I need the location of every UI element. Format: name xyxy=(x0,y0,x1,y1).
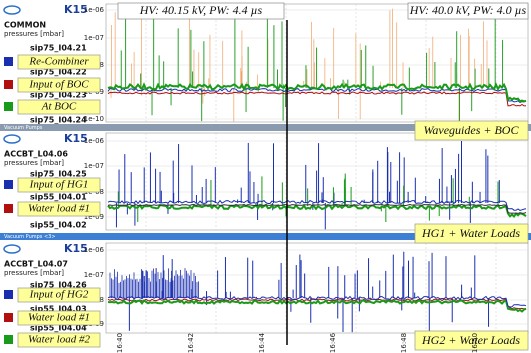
trace xyxy=(107,298,527,313)
info-box xyxy=(117,2,285,20)
note: Water load #2 xyxy=(28,334,90,346)
time-label: 16:42 xyxy=(187,333,195,353)
info: HV: 40.0 kV, PW: 4.0 µs xyxy=(409,3,527,17)
y-tick-label: 1e-07 xyxy=(84,271,104,279)
y-tick-label: 1e-07 xyxy=(84,34,104,42)
y-tick-label: 1e-10 xyxy=(84,115,104,123)
y-tick-label: 1e-07 xyxy=(84,162,104,170)
group-name: COMMON xyxy=(4,21,46,30)
logo: K15 xyxy=(64,132,88,145)
info: HV: 40.15 kV, PW: 4.4 µs xyxy=(139,3,263,17)
group-name: ACCBT_L04.07 xyxy=(4,260,68,269)
legend-swatch xyxy=(4,80,13,89)
channel-name: sip75_I04.21 xyxy=(30,44,87,53)
y-tick-label: 1e-06 xyxy=(84,246,105,254)
logo-mark xyxy=(3,244,21,254)
legend-swatch xyxy=(4,57,13,66)
logo-mark xyxy=(3,134,21,144)
caption: HG2 + Water Loads xyxy=(421,333,520,347)
y-tick-label: 1e-09 xyxy=(84,213,104,221)
trace xyxy=(107,82,527,103)
legend-swatch xyxy=(4,180,13,189)
channel-name: sip55_I04.02 xyxy=(30,221,87,230)
channel-name: sip75_I04.24 xyxy=(30,116,87,125)
note: Input of HG2 xyxy=(29,289,89,301)
unit-label: pressures [mbar] xyxy=(4,269,64,277)
section-label: Vacuum Pumps xyxy=(4,125,43,131)
time-label: 16:40 xyxy=(116,333,124,353)
group-name: ACCBT_L04.06 xyxy=(4,150,68,159)
note-box xyxy=(17,332,101,348)
trace xyxy=(107,295,527,308)
unit-label: pressures [mbar] xyxy=(4,30,64,38)
time-label: 16:44 xyxy=(258,332,266,353)
trace xyxy=(107,199,527,211)
note-box xyxy=(17,54,101,70)
caption: HG1 + Water Loads xyxy=(421,226,520,240)
trace xyxy=(107,91,527,107)
legend-swatch xyxy=(4,335,13,344)
time-label: 16:50 xyxy=(471,333,479,353)
caption-box xyxy=(414,330,529,351)
note-box xyxy=(17,310,101,326)
channel-name: sip55_I04.04 xyxy=(30,324,87,333)
section-bar xyxy=(0,233,531,240)
caption-box xyxy=(414,223,529,244)
channel-name: sip75_I04.26 xyxy=(30,281,87,290)
legend-swatch xyxy=(4,313,13,322)
section-bar xyxy=(0,124,531,131)
channel-name: sip55_I04.03 xyxy=(30,305,87,314)
logo: K15 xyxy=(64,242,88,255)
logo: K15 xyxy=(64,3,88,16)
note-box xyxy=(17,201,101,217)
trace xyxy=(107,298,527,310)
trace xyxy=(107,203,527,219)
channel-name: sip75_I04.23 xyxy=(30,91,87,100)
caption: Waveguides + BOC xyxy=(424,123,520,137)
info-box xyxy=(407,2,529,20)
time-label: 16:48 xyxy=(400,333,408,353)
note: Re-Combiner xyxy=(28,56,89,68)
legend-swatch xyxy=(4,290,13,299)
section-label: Vacuum Pumps <3> xyxy=(4,234,56,240)
unit-label: pressures [mbar] xyxy=(4,159,64,167)
note: Input of BOC xyxy=(28,79,89,91)
channel-name: sip55_I04.01 xyxy=(30,193,87,202)
plot-area xyxy=(105,242,529,334)
note: Input of HG1 xyxy=(29,179,89,191)
note-box xyxy=(17,287,101,303)
y-tick-label: 1e-06 xyxy=(84,6,105,14)
note-box xyxy=(17,177,101,193)
note: Water load #1 xyxy=(28,203,90,215)
legend-swatch xyxy=(4,204,13,213)
note-box xyxy=(17,77,101,93)
channel-name: sip75_I04.25 xyxy=(30,170,87,179)
note-box xyxy=(17,99,101,115)
note: Water load #1 xyxy=(28,312,90,324)
trace xyxy=(107,203,527,214)
logo-mark xyxy=(3,5,21,15)
y-tick-label: 1e-06 xyxy=(84,137,105,145)
legend-swatch xyxy=(4,102,13,111)
caption-box xyxy=(414,120,529,141)
channel-name: sip75_I04.22 xyxy=(30,68,87,77)
note: At BOC xyxy=(41,101,77,113)
time-label: 16:46 xyxy=(329,332,337,353)
